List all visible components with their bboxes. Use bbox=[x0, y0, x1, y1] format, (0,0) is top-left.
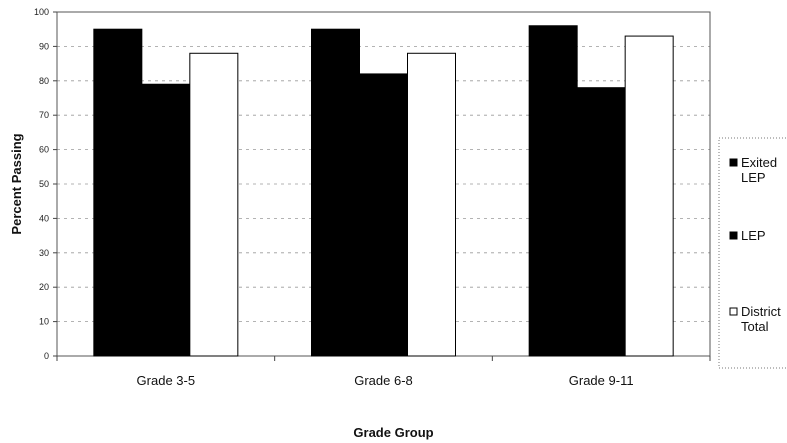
y-tick-label: 0 bbox=[44, 351, 49, 361]
legend-swatch bbox=[729, 158, 738, 167]
legend-label: Total bbox=[741, 319, 769, 334]
category-label: Grade 6-8 bbox=[354, 373, 413, 388]
y-tick-label: 20 bbox=[39, 282, 49, 292]
y-tick-label: 100 bbox=[34, 7, 49, 17]
bars bbox=[93, 25, 674, 357]
category-label: Grade 3-5 bbox=[137, 373, 196, 388]
bar-exited-lep bbox=[311, 28, 360, 357]
y-axis-title: Percent Passing bbox=[9, 133, 24, 234]
y-tick-label: 90 bbox=[39, 41, 49, 51]
y-tick-label: 60 bbox=[39, 145, 49, 155]
bar-district-total bbox=[624, 35, 674, 357]
bar-district-total bbox=[189, 52, 239, 357]
y-tick-label: 30 bbox=[39, 248, 49, 258]
y-tick-label: 40 bbox=[39, 213, 49, 223]
x-axis-title: Grade Group bbox=[353, 425, 433, 440]
legend-swatch bbox=[729, 231, 738, 240]
legend-label: LEP bbox=[741, 228, 766, 243]
bar-lep bbox=[141, 83, 191, 357]
bar-exited-lep bbox=[93, 28, 143, 357]
category-label: Grade 9-11 bbox=[569, 373, 634, 388]
y-tick-label: 50 bbox=[39, 179, 49, 189]
bar-lep bbox=[359, 73, 408, 357]
x-axis-categories: Grade 3-5 Grade 6-8 Grade 9-11 bbox=[56, 356, 711, 388]
legend-label: Exited bbox=[741, 155, 777, 170]
y-tick-label: 10 bbox=[39, 317, 49, 327]
y-tick-label: 70 bbox=[39, 110, 49, 120]
y-axis-ticks: 0 10 20 30 40 50 60 70 80 90 100 bbox=[34, 7, 57, 361]
y-tick-label: 80 bbox=[39, 76, 49, 86]
legend-swatch bbox=[729, 307, 738, 316]
legend-label: District bbox=[741, 304, 781, 319]
bar-district-total bbox=[407, 52, 456, 357]
bar-exited-lep bbox=[528, 25, 578, 357]
bar-lep bbox=[576, 87, 626, 357]
legend-label: LEP bbox=[741, 170, 766, 185]
